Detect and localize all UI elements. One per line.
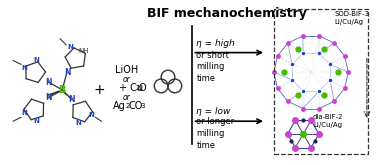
Text: +: +	[94, 83, 105, 97]
Text: η = high: η = high	[197, 39, 235, 48]
Text: O: O	[139, 83, 146, 93]
Text: LiOH: LiOH	[115, 65, 138, 75]
Text: or: or	[123, 93, 131, 102]
Text: or: or	[123, 75, 131, 84]
Text: or longer
milling
time: or longer milling time	[197, 117, 235, 150]
Text: N: N	[34, 57, 40, 64]
Text: η = low: η = low	[197, 107, 231, 116]
Text: 2: 2	[126, 103, 130, 109]
Text: B: B	[59, 85, 66, 95]
Text: N: N	[21, 65, 27, 71]
Text: N: N	[69, 95, 75, 104]
Text: + Cu: + Cu	[119, 83, 143, 93]
Text: BIF mechanochemistry: BIF mechanochemistry	[147, 7, 307, 20]
Text: CO: CO	[129, 101, 143, 111]
Text: N: N	[64, 68, 70, 77]
Text: SOD-BIF-3
Li/Cu/Ag: SOD-BIF-3 Li/Cu/Ag	[335, 11, 370, 25]
Text: Ag: Ag	[113, 101, 126, 111]
Text: N: N	[88, 112, 94, 118]
Text: 2: 2	[136, 85, 140, 91]
Text: or short
milling
time: or short milling time	[197, 51, 229, 83]
Text: NH: NH	[79, 48, 89, 54]
Text: N: N	[45, 93, 52, 102]
Text: N: N	[75, 120, 81, 126]
Text: N: N	[21, 110, 27, 116]
Text: N: N	[45, 78, 52, 86]
Text: dia-BIF-2
Li/Cu/Ag: dia-BIF-2 Li/Cu/Ag	[313, 114, 344, 128]
Text: N: N	[67, 44, 73, 50]
Text: 3: 3	[141, 103, 145, 109]
Text: N: N	[34, 118, 40, 124]
